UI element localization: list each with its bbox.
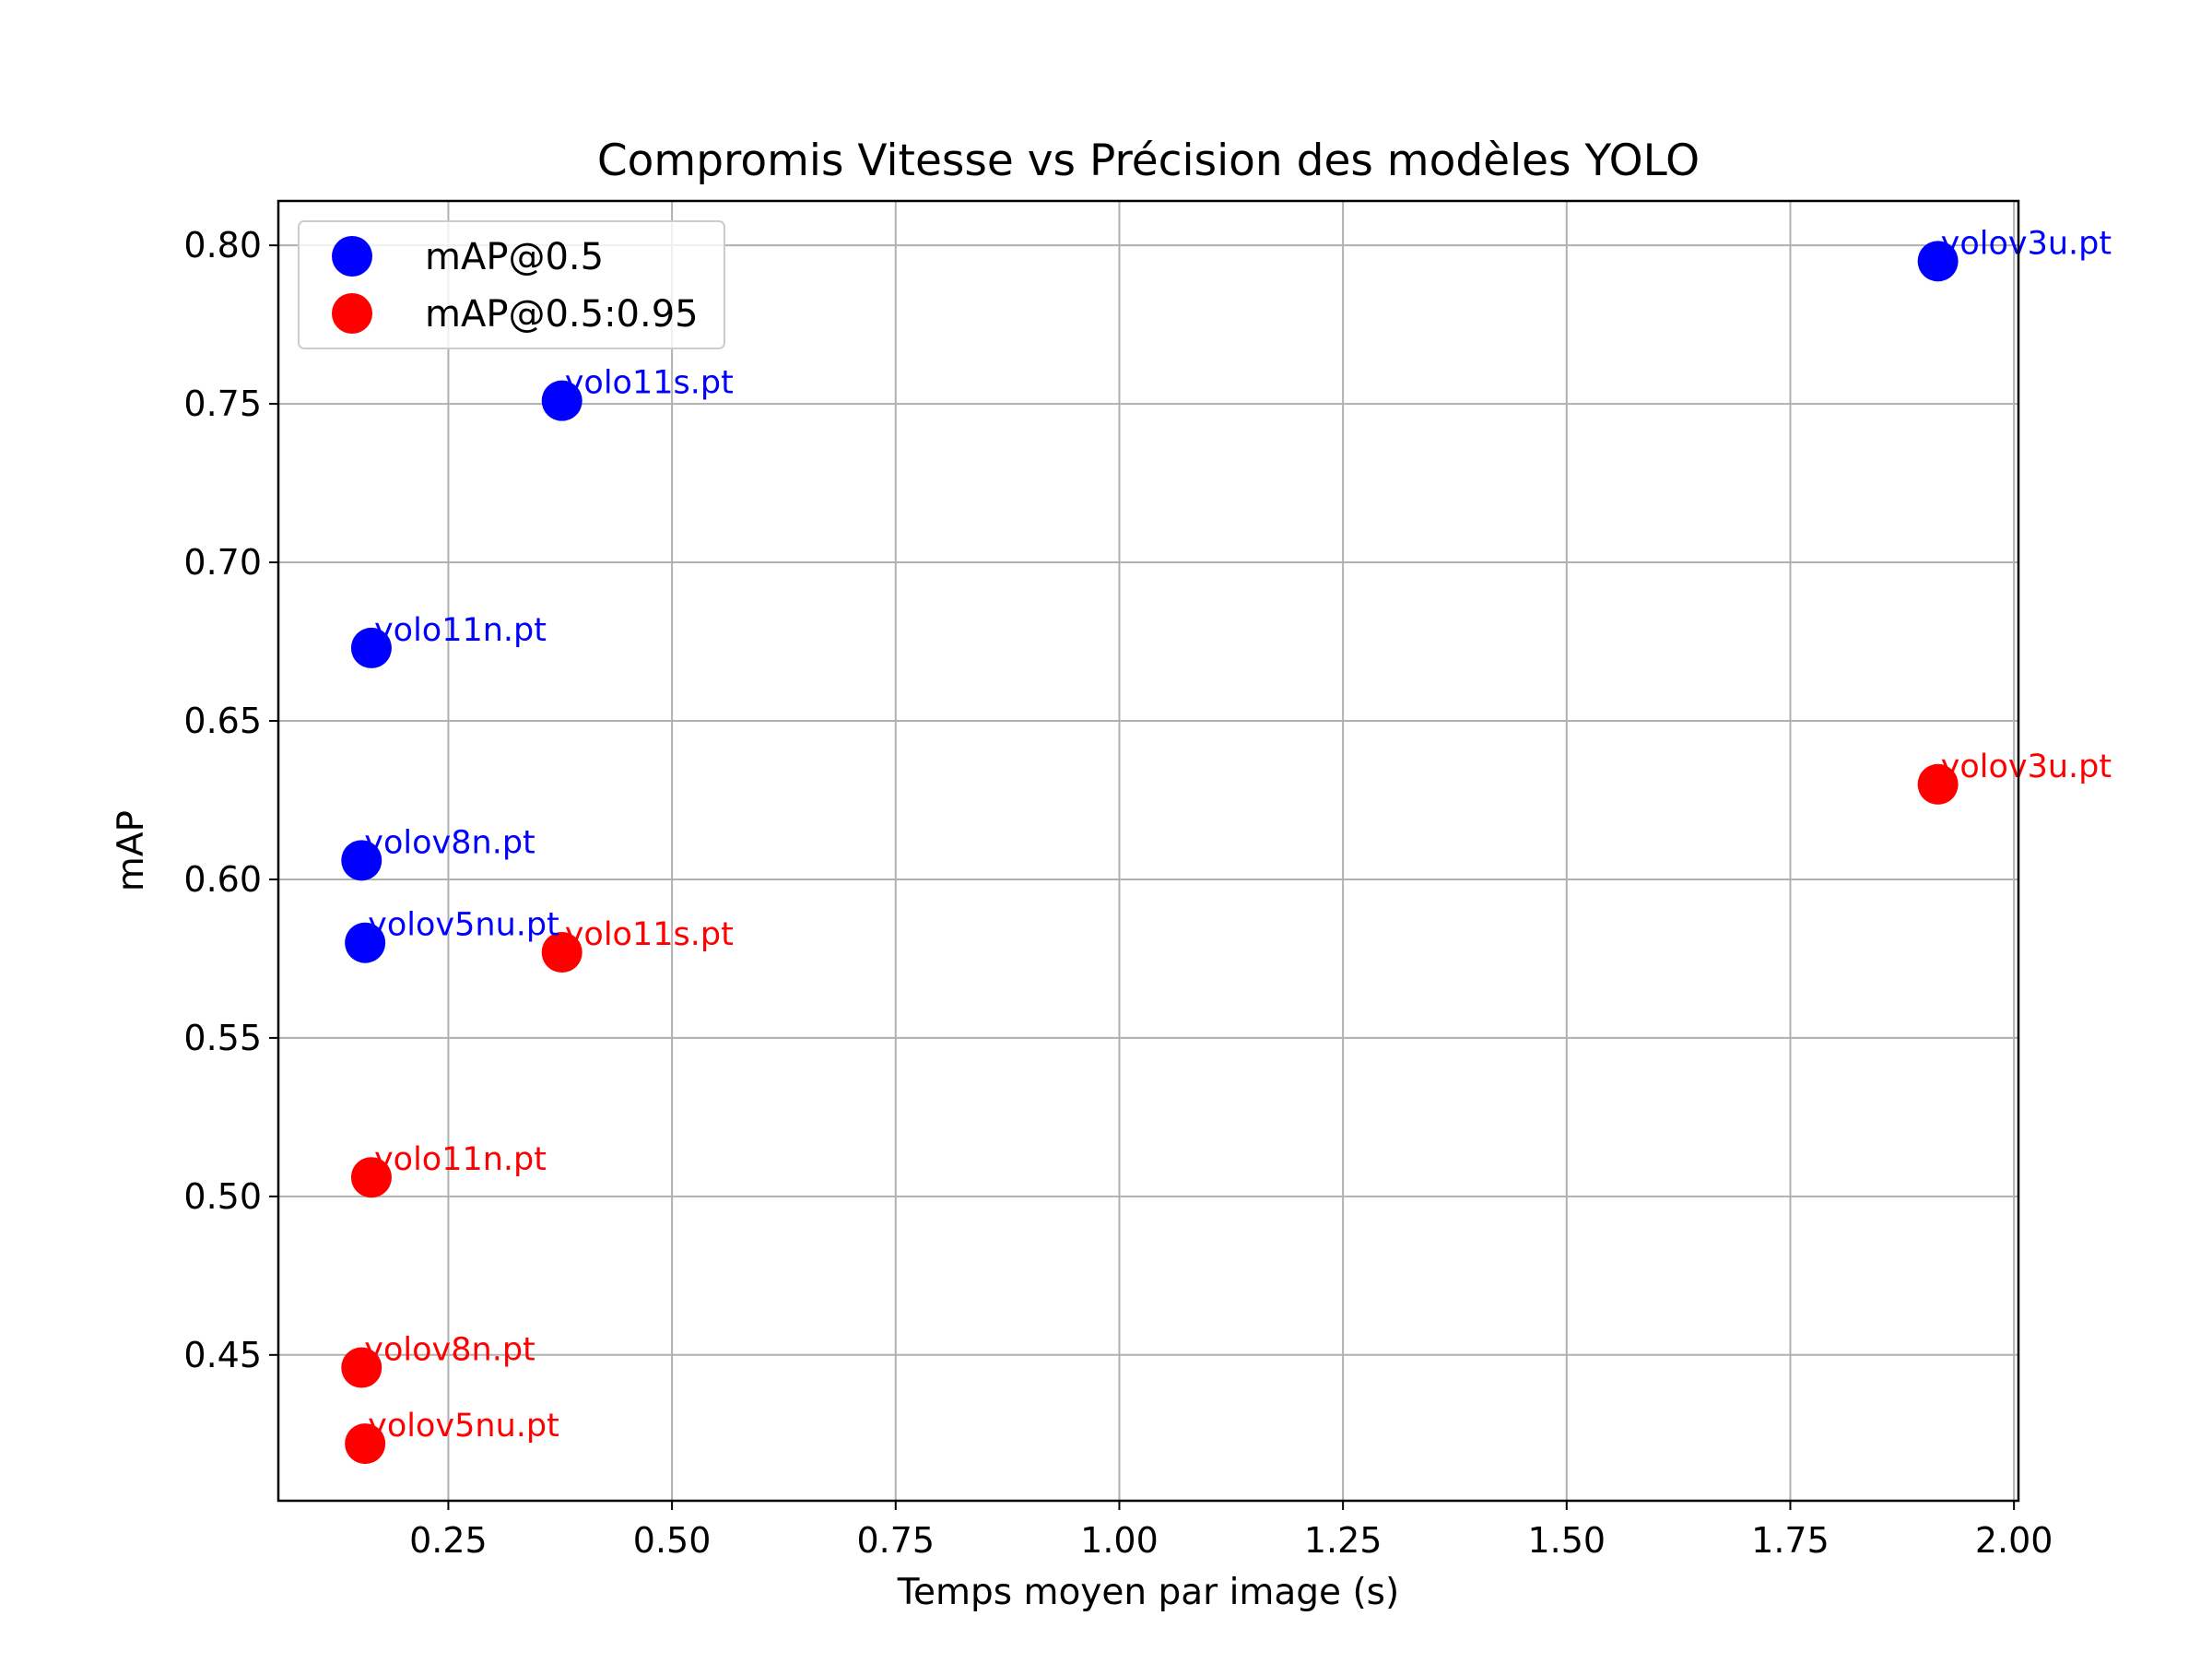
y-tick-label: 0.75	[183, 383, 262, 424]
legend-marker	[332, 236, 372, 277]
point-label: yolo11s.pt	[565, 365, 734, 402]
legend-marker	[332, 293, 372, 334]
y-tick-label: 0.45	[183, 1335, 262, 1375]
data-point	[345, 1423, 386, 1465]
y-tick-label: 0.55	[183, 1018, 262, 1058]
ticks-layer: 0.25 0.50 0.75 1.00 1.25 1.50 1.75 2.00 0.45 0.50…	[183, 225, 2053, 1561]
point-labels-layer: yolov3u.pt yolo11s.pt yolo11n.pt yolov8n.pt…	[364, 225, 2112, 1445]
legend-label: mAP@0.5	[425, 236, 604, 278]
y-tick-label: 0.65	[183, 701, 262, 741]
y-axis-title: mAP	[111, 810, 152, 891]
y-tick-label: 0.60	[183, 859, 262, 900]
legend-label: mAP@0.5:0.95	[425, 293, 699, 336]
x-tick-label: 0.50	[633, 1520, 712, 1561]
x-axis-title: Temps moyen par image (s)	[897, 1572, 1399, 1613]
data-point	[345, 922, 386, 963]
y-tick-label: 0.70	[183, 542, 262, 583]
x-tick-label: 1.00	[1080, 1520, 1159, 1561]
y-tick-label: 0.80	[183, 225, 262, 265]
point-label: yolov5nu.pt	[368, 1408, 559, 1445]
point-label: yolov8n.pt	[364, 824, 535, 861]
points-layer	[341, 241, 1959, 1465]
point-label: yolo11n.pt	[374, 612, 547, 649]
point-label: yolov8n.pt	[364, 1332, 535, 1369]
point-label: yolov5nu.pt	[368, 907, 559, 944]
data-point	[1917, 763, 1959, 805]
data-point	[541, 380, 582, 421]
x-tick-label: 1.25	[1304, 1520, 1382, 1561]
legend-box	[298, 220, 725, 349]
data-point	[341, 840, 382, 881]
x-tick-label: 0.75	[856, 1520, 935, 1561]
chart-title: Compromis Vitesse vs Précision des modèl…	[597, 136, 1700, 186]
data-point	[350, 627, 392, 668]
x-tick-label: 1.75	[1751, 1520, 1830, 1561]
x-tick-label: 0.25	[409, 1520, 488, 1561]
data-point	[350, 1157, 392, 1198]
point-label: yolov3u.pt	[1941, 225, 2112, 262]
point-label: yolo11s.pt	[565, 916, 734, 953]
point-label: yolov3u.pt	[1941, 749, 2112, 785]
point-label: yolo11n.pt	[374, 1141, 547, 1178]
grid-layer	[278, 201, 2018, 1501]
legend: mAP@0.5 mAP@0.5:0.95	[298, 220, 725, 349]
x-tick-label: 2.00	[1975, 1520, 2053, 1561]
y-tick-label: 0.50	[183, 1176, 262, 1217]
data-point	[341, 1347, 382, 1388]
plot-frame	[276, 199, 2020, 1503]
data-point	[541, 932, 582, 973]
data-point	[1917, 241, 1959, 282]
x-tick-label: 1.50	[1527, 1520, 1606, 1561]
